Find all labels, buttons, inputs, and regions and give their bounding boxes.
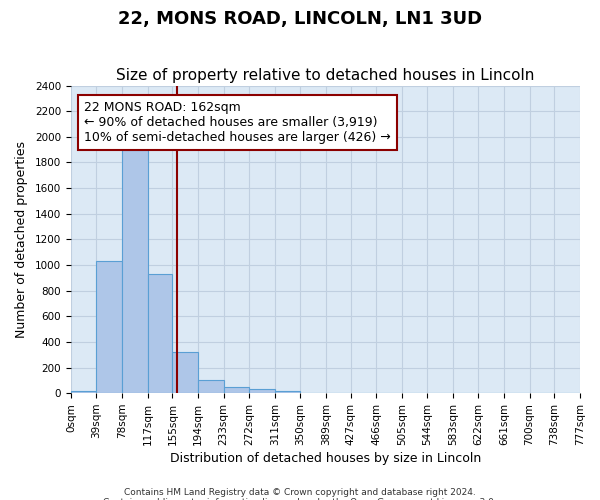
Y-axis label: Number of detached properties: Number of detached properties [15, 141, 28, 338]
Bar [275, 390, 300, 393]
Bar [122, 150, 148, 393]
Bar [97, 261, 122, 393]
Bar [148, 274, 172, 393]
X-axis label: Distribution of detached houses by size in Lincoln: Distribution of detached houses by size … [170, 452, 481, 465]
Bar [71, 390, 97, 393]
Text: 22, MONS ROAD, LINCOLN, LN1 3UD: 22, MONS ROAD, LINCOLN, LN1 3UD [118, 10, 482, 28]
Bar [224, 387, 249, 393]
Bar [172, 352, 198, 393]
Text: Contains HM Land Registry data © Crown copyright and database right 2024.: Contains HM Land Registry data © Crown c… [124, 488, 476, 497]
Text: Contains public sector information licensed under the Open Government Licence v3: Contains public sector information licen… [103, 498, 497, 500]
Text: 22 MONS ROAD: 162sqm
← 90% of detached houses are smaller (3,919)
10% of semi-de: 22 MONS ROAD: 162sqm ← 90% of detached h… [84, 101, 391, 144]
Title: Size of property relative to detached houses in Lincoln: Size of property relative to detached ho… [116, 68, 535, 83]
Bar [249, 390, 275, 393]
Bar [198, 380, 224, 393]
